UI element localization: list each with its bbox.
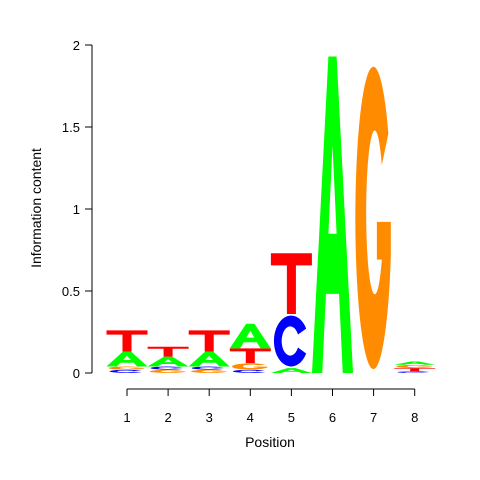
letter-a <box>188 351 230 367</box>
letter-c <box>191 366 224 370</box>
letter-a <box>106 351 148 367</box>
y-tick-label: 1 <box>73 202 80 217</box>
letter-stack <box>394 361 436 373</box>
letter-a <box>229 323 271 349</box>
letter-a <box>394 361 436 365</box>
letter-t <box>394 368 436 372</box>
letter-stack <box>270 253 312 373</box>
letter-a <box>147 356 189 367</box>
x-tick-label: 2 <box>164 410 171 425</box>
x-tick-label: 8 <box>411 410 418 425</box>
letter-stack <box>147 346 189 373</box>
letter-g <box>232 363 268 370</box>
letter-a <box>312 56 353 373</box>
x-tick-label: 5 <box>288 410 295 425</box>
x-tick-label: 4 <box>247 410 254 425</box>
letter-c <box>109 369 142 373</box>
x-tick-label: 1 <box>123 410 130 425</box>
x-tick-label: 7 <box>370 410 377 425</box>
letter-g <box>190 369 227 373</box>
letter-stacks <box>106 56 436 373</box>
letter-t <box>106 330 148 352</box>
letter-g <box>355 66 391 370</box>
letter-t <box>188 330 230 352</box>
y-tick-label: 0.5 <box>62 284 80 299</box>
letter-c <box>273 315 307 367</box>
letter-t <box>147 346 189 357</box>
letter-stack <box>312 56 353 373</box>
x-axis-label: Position <box>245 434 295 450</box>
x-tick-label: 3 <box>206 410 213 425</box>
letter-a <box>270 368 312 373</box>
y-tick-label: 0 <box>73 366 80 381</box>
y-tick-label: 1.5 <box>62 120 80 135</box>
letter-g <box>108 366 145 370</box>
letter-stack <box>106 330 148 373</box>
letter-t <box>229 348 271 364</box>
letter-stack <box>355 66 391 370</box>
x-axis: 1 2 3 4 5 6 7 8 <box>123 388 418 425</box>
letter-stack <box>229 323 271 373</box>
letter-stack <box>188 330 230 373</box>
letter-c <box>150 366 183 370</box>
y-axis: 0 0.5 1 1.5 2 <box>62 38 93 381</box>
y-tick-label: 2 <box>73 38 80 53</box>
y-axis-label: Information content <box>28 148 44 268</box>
x-tick-label: 6 <box>329 410 336 425</box>
letter-c <box>232 369 266 373</box>
letter-c <box>397 371 430 373</box>
letter-g <box>396 364 432 369</box>
letter-t <box>270 253 312 314</box>
letter-g <box>149 369 186 373</box>
